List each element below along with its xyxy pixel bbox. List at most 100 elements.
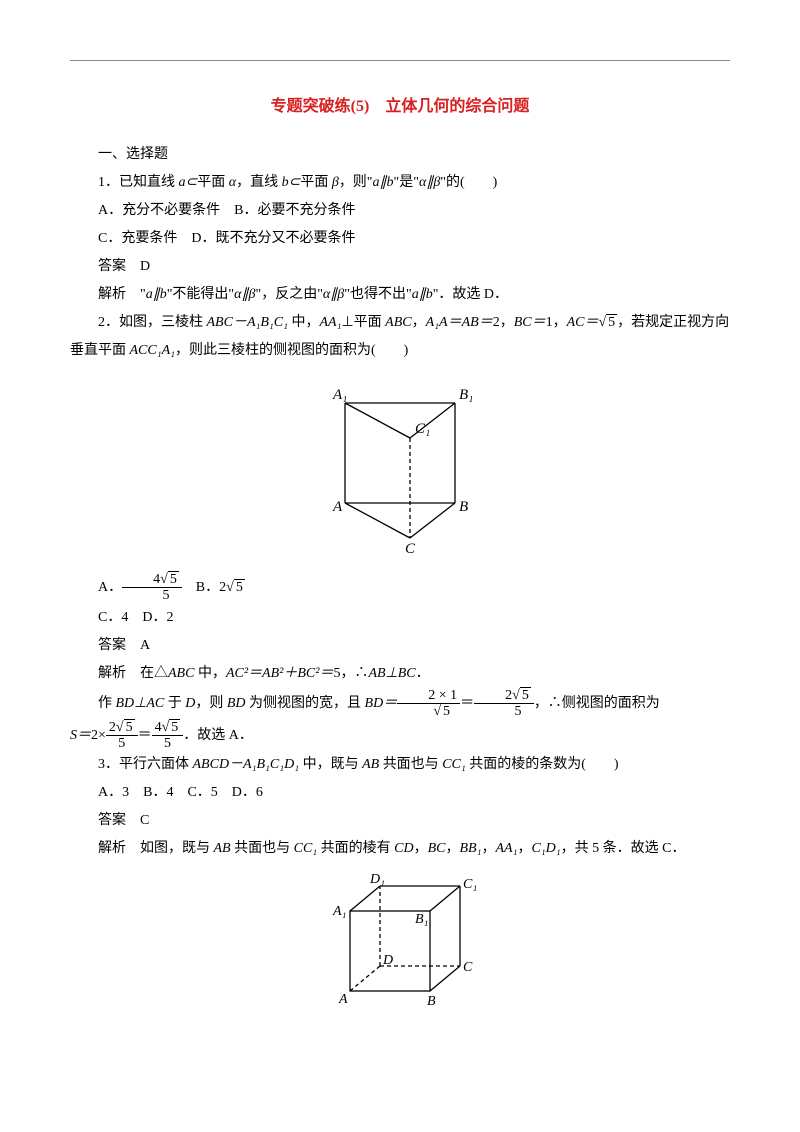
label-C: C bbox=[463, 960, 473, 975]
label-A: A bbox=[338, 992, 348, 1007]
text-italic: ACC₁A₁ bbox=[130, 343, 176, 358]
sqrt-val: 5 bbox=[606, 314, 617, 330]
text-italic: β bbox=[332, 175, 339, 190]
text: 中，既与 bbox=[299, 757, 362, 772]
text: ， bbox=[446, 841, 460, 856]
q1-stem: 1．已知直线 a⊂平面 α，直线 b⊂平面 β，则"a∥b"是"α∥β"的( ) bbox=[70, 169, 730, 197]
text: 2．如图，三棱柱 bbox=[98, 315, 207, 330]
text: 2， bbox=[493, 315, 514, 330]
q2-answer: 答案 A bbox=[70, 632, 730, 660]
figure-prism: A₁ B₁ C₁ A B C bbox=[70, 373, 730, 564]
text-italic: AA₁ bbox=[495, 841, 517, 856]
q2-optC: C．4 D．2 bbox=[70, 604, 730, 632]
text: ，共 5 条．故选 C． bbox=[561, 841, 686, 856]
text: 于 bbox=[164, 696, 185, 711]
fraction: 2√55 bbox=[474, 688, 534, 720]
text: "，反之由" bbox=[255, 287, 322, 302]
text: ，直线 bbox=[236, 175, 282, 190]
text: A． bbox=[98, 580, 122, 595]
text: 2× bbox=[91, 728, 106, 743]
text: 解析 如图，既与 bbox=[98, 841, 214, 856]
sqrt-val: 5 bbox=[441, 703, 452, 719]
text-italic: ABC bbox=[385, 315, 411, 330]
text: 解析 " bbox=[98, 287, 146, 302]
text: 中， bbox=[288, 315, 320, 330]
text-italic: BD bbox=[227, 696, 246, 711]
text: ＝ bbox=[138, 728, 152, 743]
label-D1: D₁ bbox=[369, 872, 385, 887]
text-italic: AC＝ bbox=[567, 315, 599, 330]
label-A: A bbox=[332, 499, 343, 515]
q1-optC: C．充要条件 D．既不充分又不必要条件 bbox=[70, 225, 730, 253]
text: ， bbox=[414, 841, 428, 856]
text: 1， bbox=[546, 315, 567, 330]
label-B: B bbox=[459, 499, 468, 515]
label-B1: B₁ bbox=[415, 912, 428, 927]
text: 作 bbox=[98, 696, 116, 711]
text-italic: α∥β bbox=[419, 175, 440, 190]
text-italic: CC₁ bbox=[294, 841, 318, 856]
text: 平面 bbox=[300, 175, 332, 190]
q3-stem: 3．平行六面体 ABCD－A₁B₁C₁D₁ 中，既与 AB 共面也与 CC₁ 共… bbox=[70, 751, 730, 779]
text: ． bbox=[416, 666, 430, 681]
sqrt-val: 5 bbox=[520, 687, 531, 703]
label-A1: A₁ bbox=[332, 387, 347, 403]
num: 4 bbox=[155, 720, 162, 735]
text: "是" bbox=[394, 175, 419, 190]
fraction: 2√55 bbox=[106, 720, 138, 752]
q2-exp1: 解析 在△ABC 中，AC²＝AB²＋BC²＝5，∴AB⊥BC． bbox=[70, 660, 730, 688]
text-italic: α bbox=[229, 175, 236, 190]
text: "的( ) bbox=[440, 175, 497, 190]
sqrt-val: 5 bbox=[169, 719, 180, 735]
text-italic: a⊂ bbox=[179, 175, 198, 190]
label-C1: C₁ bbox=[415, 421, 430, 437]
text: ， bbox=[412, 315, 426, 330]
text: ， bbox=[517, 841, 531, 856]
text-italic: a∥b bbox=[146, 287, 167, 302]
text-italic: S＝ bbox=[70, 728, 91, 743]
num: 2 × 1 bbox=[397, 688, 460, 704]
text-italic: α∥β bbox=[323, 287, 344, 302]
den: 5 bbox=[106, 736, 138, 751]
text: ，则此三棱柱的侧视图的面积为( ) bbox=[175, 343, 408, 358]
num: 2 bbox=[109, 720, 116, 735]
text-italic: BD⊥AC bbox=[116, 696, 165, 711]
label-D: D bbox=[382, 953, 393, 968]
text: 平面 bbox=[197, 175, 229, 190]
text-italic: AB bbox=[362, 757, 379, 772]
text: 共面的棱的条数为( ) bbox=[466, 757, 619, 772]
text-italic: ABCD－A₁B₁C₁D₁ bbox=[193, 757, 300, 772]
text-italic: BD＝ bbox=[365, 696, 398, 711]
text-italic: D bbox=[185, 696, 195, 711]
text: "．故选 D． bbox=[433, 287, 508, 302]
text: 3．平行六面体 bbox=[98, 757, 193, 772]
text-italic: ABC－A₁B₁C₁ bbox=[207, 315, 288, 330]
q2-stem: 2．如图，三棱柱 ABC－A₁B₁C₁ 中，AA₁⊥平面 ABC，A₁A＝AB＝… bbox=[70, 309, 730, 365]
text-italic: ABC bbox=[168, 666, 194, 681]
text-italic: α∥β bbox=[234, 287, 255, 302]
text: ， bbox=[481, 841, 495, 856]
label-A1: A₁ bbox=[332, 904, 346, 919]
sqrt-val: 5 bbox=[234, 579, 245, 595]
section-heading: 一、选择题 bbox=[70, 141, 730, 169]
text: "也得不出" bbox=[344, 287, 411, 302]
text-italic: AC²＝AB²＋BC²＝ bbox=[226, 666, 333, 681]
text: ，则 bbox=[195, 696, 227, 711]
den: 5 bbox=[152, 736, 184, 751]
fraction: 4√55 bbox=[122, 572, 182, 604]
text-italic: CD bbox=[394, 841, 413, 856]
q1-explanation: 解析 "a∥b"不能得出"α∥β"，反之由"α∥β"也得不出"a∥b"．故选 D… bbox=[70, 281, 730, 309]
text: B．2 bbox=[182, 580, 226, 595]
q2-exp3: S＝2×2√55＝4√55．故选 A． bbox=[70, 720, 730, 752]
q2-exp2: 作 BD⊥AC 于 D，则 BD 为侧视图的宽，且 BD＝2 × 1√5＝2√5… bbox=[70, 688, 730, 720]
text-italic: BB₁ bbox=[460, 841, 482, 856]
q3-opts: A．3 B．4 C．5 D．6 bbox=[70, 779, 730, 807]
text: ．故选 A． bbox=[183, 728, 253, 743]
text: 为侧视图的宽，且 bbox=[246, 696, 365, 711]
q3-explanation: 解析 如图，既与 AB 共面也与 CC₁ 共面的棱有 CD，BC，BB₁，AA₁… bbox=[70, 835, 730, 863]
text: 5，∴ bbox=[333, 666, 368, 681]
text: "不能得出" bbox=[167, 287, 234, 302]
label-C: C bbox=[405, 541, 416, 553]
text: 解析 在△ bbox=[98, 666, 168, 681]
text-italic: BC＝ bbox=[514, 315, 546, 330]
